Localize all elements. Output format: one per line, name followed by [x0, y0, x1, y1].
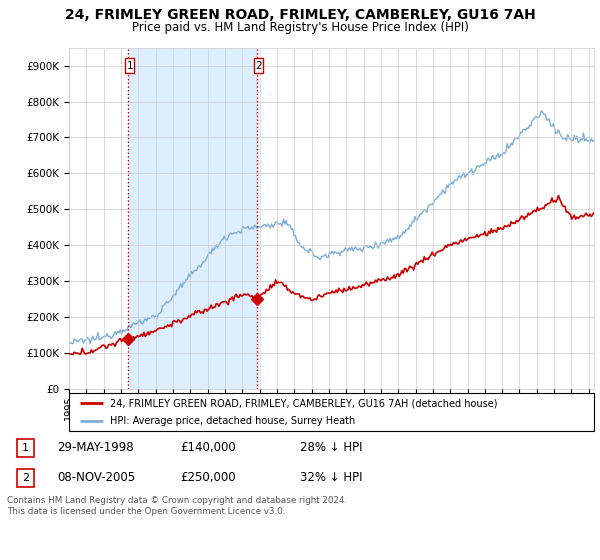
Text: 28% ↓ HPI: 28% ↓ HPI [300, 441, 362, 455]
Text: 24, FRIMLEY GREEN ROAD, FRIMLEY, CAMBERLEY, GU16 7AH: 24, FRIMLEY GREEN ROAD, FRIMLEY, CAMBERL… [65, 8, 535, 22]
Text: 32% ↓ HPI: 32% ↓ HPI [300, 471, 362, 484]
Text: Contains HM Land Registry data © Crown copyright and database right 2024.
This d: Contains HM Land Registry data © Crown c… [7, 496, 347, 516]
FancyBboxPatch shape [17, 469, 34, 487]
Text: £140,000: £140,000 [180, 441, 236, 455]
Text: 08-NOV-2005: 08-NOV-2005 [57, 471, 135, 484]
Text: 1: 1 [127, 60, 133, 71]
Text: 2: 2 [255, 60, 262, 71]
Text: £250,000: £250,000 [180, 471, 236, 484]
Bar [128, 48, 257, 389]
Text: HPI: Average price, detached house, Surrey Heath: HPI: Average price, detached house, Surr… [110, 416, 355, 426]
Text: Price paid vs. HM Land Registry's House Price Index (HPI): Price paid vs. HM Land Registry's House … [131, 21, 469, 34]
Text: 2: 2 [22, 473, 29, 483]
FancyBboxPatch shape [254, 58, 263, 73]
Text: 29-MAY-1998: 29-MAY-1998 [57, 441, 134, 455]
FancyBboxPatch shape [69, 393, 594, 431]
FancyBboxPatch shape [17, 439, 34, 457]
Text: 1: 1 [22, 443, 29, 453]
Text: 24, FRIMLEY GREEN ROAD, FRIMLEY, CAMBERLEY, GU16 7AH (detached house): 24, FRIMLEY GREEN ROAD, FRIMLEY, CAMBERL… [110, 398, 497, 408]
FancyBboxPatch shape [125, 58, 134, 73]
